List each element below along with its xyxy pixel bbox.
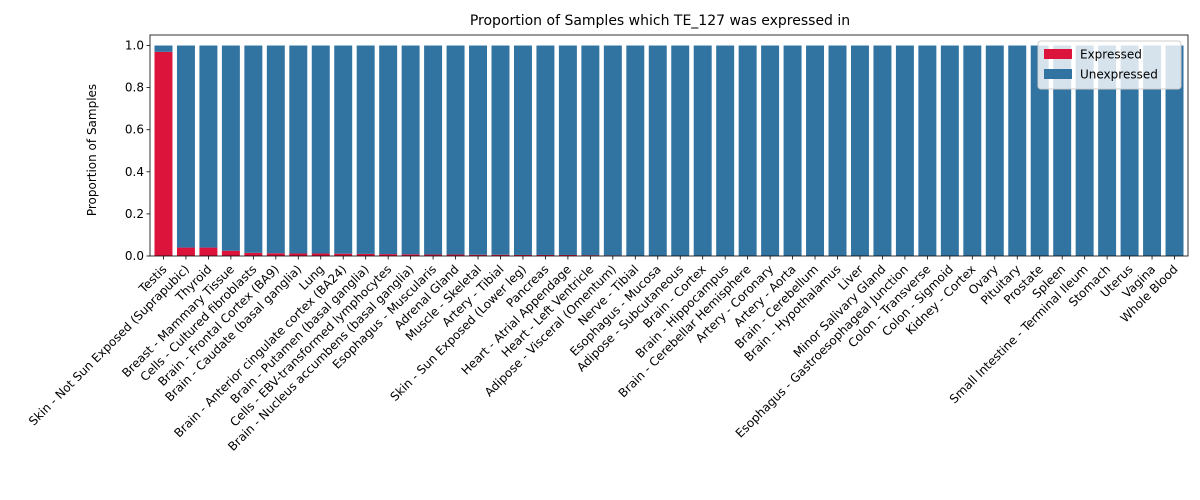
bar-expressed [379, 254, 398, 256]
bar-unexpressed [1120, 45, 1139, 257]
y-tick-label: 0.2 [125, 207, 144, 221]
bar-unexpressed [221, 45, 240, 251]
bar-unexpressed [581, 45, 600, 256]
y-axis-label: Proportion of Samples [85, 84, 99, 216]
bar-unexpressed [311, 45, 330, 254]
y-tick-label: 0.6 [125, 123, 144, 137]
bar-unexpressed [334, 45, 353, 254]
bar-unexpressed [738, 45, 757, 257]
bar-expressed [469, 254, 488, 256]
bar-unexpressed [603, 45, 622, 256]
bar-unexpressed [1030, 45, 1049, 257]
bar-unexpressed [806, 45, 825, 257]
bar-unexpressed [895, 45, 914, 257]
bar-unexpressed [1098, 45, 1117, 257]
bar-expressed [401, 254, 420, 256]
bar-unexpressed [199, 45, 218, 248]
legend-label: Expressed [1080, 48, 1142, 62]
bar-unexpressed [828, 45, 847, 257]
legend-swatch [1044, 49, 1072, 59]
bar-expressed [491, 254, 510, 256]
bar-unexpressed [176, 45, 195, 248]
legend-swatch [1044, 69, 1072, 79]
bar-expressed [334, 253, 353, 256]
bar-expressed [244, 252, 263, 256]
bar-unexpressed [1143, 45, 1162, 257]
bar-unexpressed [446, 45, 465, 255]
bar-expressed [221, 250, 240, 256]
bar-expressed [199, 247, 218, 256]
bar-unexpressed [379, 45, 398, 255]
bar-unexpressed [154, 45, 173, 52]
bar-unexpressed [558, 45, 577, 255]
bar-unexpressed [266, 45, 285, 254]
bar-unexpressed [985, 45, 1004, 257]
bar-unexpressed [1075, 45, 1094, 257]
bar-unexpressed [424, 45, 443, 255]
bar-unexpressed [940, 45, 959, 257]
bar-expressed [581, 255, 600, 256]
bar-unexpressed [469, 45, 488, 255]
bar-unexpressed [648, 45, 667, 257]
bar-unexpressed [873, 45, 892, 257]
bar-unexpressed [1165, 45, 1184, 257]
y-tick-label: 0.4 [125, 165, 144, 179]
bar-unexpressed [513, 45, 532, 255]
legend: Expressed Unexpressed [1037, 40, 1182, 90]
bar-expressed [424, 254, 443, 256]
bar-unexpressed [761, 45, 780, 257]
legend-box [1037, 40, 1182, 90]
bar-unexpressed [536, 45, 555, 255]
bar-unexpressed [1008, 45, 1027, 257]
bars-layer [154, 45, 1184, 257]
bar-unexpressed [289, 45, 308, 254]
bar-unexpressed [356, 45, 375, 254]
y-tick-label: 0.0 [125, 249, 144, 263]
bar-expressed [176, 247, 195, 256]
y-tick-label: 1.0 [125, 39, 144, 53]
chart-title: Proportion of Samples which TE_127 was e… [470, 13, 850, 29]
bar-expressed [513, 254, 532, 256]
bar-expressed [446, 254, 465, 256]
y-tick-label: 0.8 [125, 81, 144, 95]
bar-unexpressed [1053, 45, 1072, 257]
bar-expressed [558, 254, 577, 256]
bar-unexpressed [244, 45, 263, 253]
bar-unexpressed [850, 45, 869, 257]
bar-expressed [266, 253, 285, 256]
bar-unexpressed [783, 45, 802, 257]
bar-unexpressed [963, 45, 982, 257]
axes-layer [149, 34, 1189, 257]
bar-expressed [356, 253, 375, 256]
y-ticks: 0.0 0.2 0.4 0.6 0.8 1.0 [125, 39, 150, 263]
bar-unexpressed [401, 45, 420, 255]
bar-unexpressed [918, 45, 937, 257]
axes-frame [149, 34, 1189, 257]
bar-unexpressed [626, 45, 645, 257]
bar-expressed [536, 254, 555, 256]
bar-unexpressed [693, 45, 712, 257]
bar-expressed [154, 51, 173, 256]
legend-label: Unexpressed [1080, 68, 1158, 82]
bar-unexpressed [491, 45, 510, 255]
bar-expressed [311, 253, 330, 256]
bar-unexpressed [716, 45, 735, 257]
bar-expressed [289, 253, 308, 256]
bar-unexpressed [671, 45, 690, 257]
